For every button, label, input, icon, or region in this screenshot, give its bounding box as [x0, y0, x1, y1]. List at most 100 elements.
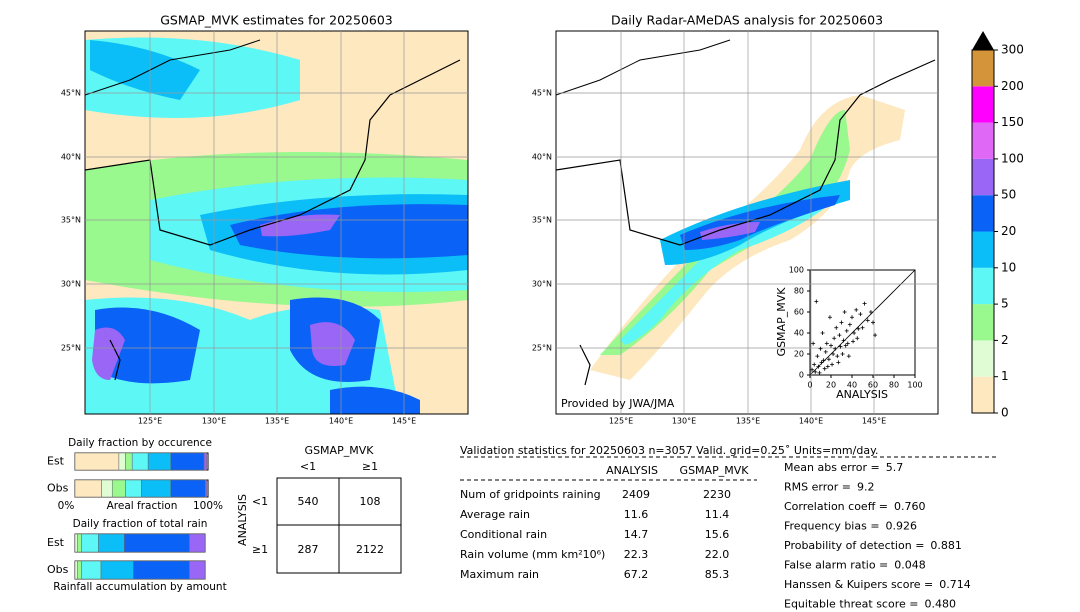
- lat-label: 30°N: [61, 280, 81, 289]
- score-value: 0.048: [894, 559, 926, 572]
- score: RMS error = 9.2: [784, 481, 874, 494]
- score-label: False alarm ratio =: [784, 559, 888, 572]
- score-value: 0.760: [894, 500, 926, 513]
- fraction-segment: [189, 560, 206, 580]
- scatter-point: [865, 318, 870, 323]
- row-label: Average rain: [460, 508, 530, 521]
- colorbar-bin: [972, 158, 994, 196]
- score-value: 5.7: [886, 461, 904, 474]
- scatter-point: [824, 341, 829, 346]
- scatter-point: [836, 360, 841, 365]
- score-label: RMS error =: [784, 481, 851, 494]
- score: Probability of detection = 0.881: [784, 539, 962, 552]
- row-label: Est: [47, 536, 65, 549]
- fraction-segment: [125, 479, 142, 498]
- colorbar-label: 200: [1001, 79, 1024, 93]
- scatter-point: [847, 322, 852, 327]
- lat-label: 35°N: [532, 216, 552, 225]
- fraction-segment: [101, 479, 113, 498]
- y-tick-label: 80: [794, 287, 804, 296]
- row-label: Est: [47, 455, 65, 468]
- scatter-point: [839, 320, 844, 325]
- lon-label: 145°E: [392, 417, 416, 426]
- fraction-segment: [74, 479, 102, 498]
- lon-label: 140°E: [799, 417, 823, 426]
- fraction-segment: [125, 452, 133, 471]
- lat-label: 35°N: [61, 216, 81, 225]
- fraction-segment: [141, 479, 172, 498]
- scatter-point: [862, 301, 867, 306]
- fraction-segment: [77, 560, 82, 580]
- cell: 540: [298, 495, 319, 508]
- scatter-point: [843, 343, 848, 348]
- lat-label: 40°N: [532, 153, 552, 162]
- row-label: Num of gridpoints raining: [460, 488, 601, 501]
- stats-title: Validation statistics for 20250603 n=305…: [460, 444, 879, 457]
- lon-label: 140°E: [329, 417, 353, 426]
- fraction-segment: [170, 452, 205, 471]
- scatter-point: [850, 315, 854, 320]
- score-value: 0.926: [886, 520, 918, 533]
- scatter-point: [858, 312, 863, 317]
- colorbar-bin: [972, 122, 994, 159]
- y-tick-label: 0: [799, 371, 804, 380]
- scatter-point: [838, 344, 843, 349]
- scatter-point: [817, 370, 822, 375]
- colorbar-label: 0: [1001, 406, 1009, 420]
- scatter-point: [842, 310, 847, 314]
- lon-label: 135°E: [736, 417, 760, 426]
- colorbar-label: 150: [1001, 115, 1024, 129]
- column-header: GSMAP_MVK: [680, 464, 750, 477]
- score-label: Correlation coeff =: [784, 500, 888, 513]
- colorbar-bin: [972, 86, 994, 123]
- left-map-frame: [84, 30, 469, 415]
- scatter-point: [814, 299, 819, 304]
- fraction-segment: [74, 452, 120, 471]
- scatter-point: [851, 339, 856, 344]
- scatter-point: [837, 333, 842, 338]
- scatter-point: [825, 364, 830, 369]
- colorbar-label: 2: [1001, 333, 1009, 347]
- cell: 14.7: [624, 528, 649, 541]
- map-title: GSMAP_MVK estimates for 20250603: [160, 13, 393, 28]
- colorbar-bin: [972, 195, 994, 232]
- score-label: Probability of detection =: [784, 539, 924, 552]
- y-tick-label: 20: [794, 350, 804, 359]
- cell: 15.6: [705, 528, 730, 541]
- score-label: Mean abs error =: [784, 461, 880, 474]
- lon-label: 145°E: [862, 417, 886, 426]
- colorbar-label: 100: [1001, 151, 1024, 165]
- colorbar-label: 5: [1001, 297, 1009, 311]
- scatter-point: [823, 349, 828, 354]
- axis-label: ANALYSIS: [236, 494, 249, 546]
- row-label: <1: [252, 495, 268, 508]
- fraction-segment: [81, 560, 102, 580]
- score: Frequency bias = 0.926: [784, 520, 917, 533]
- axis-label: Rainfall accumulation by amount: [53, 581, 226, 593]
- scatter-point: [832, 336, 837, 341]
- fraction-segment: [147, 452, 172, 471]
- lon-label: 125°E: [138, 417, 162, 426]
- fraction-segment: [74, 560, 78, 580]
- lon-label: 130°E: [672, 417, 696, 426]
- x-tick-label: 60: [868, 381, 878, 390]
- x-tick-label: 100: [907, 381, 922, 390]
- scatter-point: [820, 331, 825, 335]
- colorbar-bin: [972, 50, 994, 87]
- fraction-segment: [118, 452, 126, 471]
- scatter-point: [810, 367, 815, 372]
- scatter-point: [844, 328, 849, 333]
- fraction-segment: [131, 452, 149, 471]
- credit: Provided by JWA/JMA: [561, 397, 675, 410]
- axis-end-label: 0%: [58, 500, 75, 512]
- colorbar-bin: [972, 267, 994, 305]
- colorbar-bin: [972, 340, 994, 377]
- row-label: Conditional rain: [460, 528, 547, 541]
- x-tick-label: 0: [807, 381, 812, 390]
- y-axis-label: GSMAP_MVK: [775, 287, 788, 357]
- fraction-segment: [81, 533, 99, 553]
- scatter-point: [819, 360, 824, 365]
- fraction-segment: [124, 533, 190, 553]
- scatter-point: [829, 343, 833, 348]
